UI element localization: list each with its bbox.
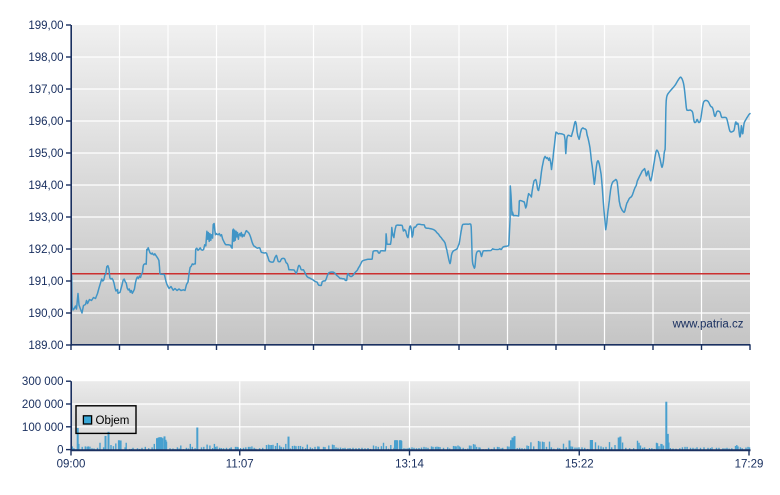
svg-text:100 000: 100 000 [22,422,64,434]
svg-text:11:07: 11:07 [226,459,254,471]
svg-text:17:29: 17:29 [735,459,764,471]
svg-text:www.patria.cz: www.patria.cz [672,319,744,331]
svg-text:190,00: 190,00 [28,308,63,320]
svg-text:193,00: 193,00 [28,212,63,224]
svg-text:191,00: 191,00 [28,276,63,288]
svg-text:200 000: 200 000 [22,399,64,411]
svg-text:197,00: 197,00 [28,84,63,96]
svg-text:192,00: 192,00 [28,244,63,256]
svg-text:189.00: 189.00 [28,340,63,352]
svg-text:15:22: 15:22 [565,459,594,471]
svg-text:196,00: 196,00 [28,116,63,128]
svg-text:13:14: 13:14 [395,459,424,471]
svg-text:0: 0 [57,445,63,457]
svg-text:195,00: 195,00 [28,148,63,160]
svg-text:198,00: 198,00 [28,52,63,64]
svg-text:300 000: 300 000 [22,376,64,388]
svg-text:Objem: Objem [96,415,130,427]
svg-text:199,00: 199,00 [28,20,63,32]
svg-text:194,00: 194,00 [28,180,63,192]
svg-text:09:00: 09:00 [57,459,86,471]
